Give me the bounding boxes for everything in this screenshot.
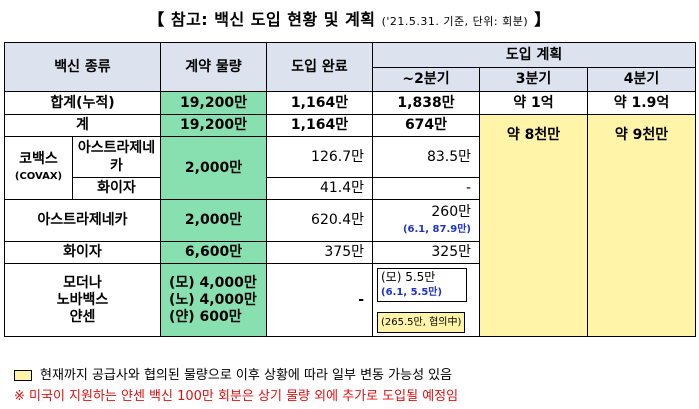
others-contract-moderna: (모) 4,000만 [169, 274, 257, 291]
covax-pfizer-label: 화이자 [72, 177, 161, 200]
row-total-contract: 19,200만 [160, 91, 267, 115]
row-total-q3: 약 1억 [479, 91, 588, 115]
covax-label: 코백스 [19, 151, 58, 167]
header-q4: 4분기 [586, 67, 697, 92]
row-others-q2-cell: (모) 5.5만 (6.1, 5.5만) (265.5만, 협의中) [372, 263, 480, 337]
header-contract: 계약 물량 [160, 42, 267, 92]
row-total-q2: 1,838만 [372, 91, 480, 115]
title-main: 【 참고: 백신 도입 현황 및 계획 [148, 10, 376, 29]
others-q2-main: (모) 5.5만 [381, 270, 436, 284]
row-others-label-cell: 모더나 노바백스 얀센 [4, 263, 161, 337]
title-sub: ('21.5.31. 기준, 단위: 회분) [381, 15, 529, 28]
row-total-introduced: 1,164만 [266, 91, 373, 115]
row-sum-label: 계 [4, 114, 161, 137]
covax-label-cell: 코백스 (COVAX) [4, 136, 73, 200]
row-az-q2-cell: 260만 (6.1, 87.9만) [372, 199, 480, 242]
row-pfizer-label: 화이자 [4, 241, 161, 264]
others-q2-sub: (265.5만, 협의中) [377, 312, 466, 333]
row-total-q4: 약 1.9억 [586, 91, 697, 115]
covax-az-label: 아스트라제네카 [72, 136, 161, 178]
header-introduced: 도입 완료 [266, 42, 373, 92]
header-plan: 도입 계획 [371, 42, 697, 68]
q3-plan: 약 8천만 [479, 114, 588, 337]
others-label-novavax: 노바백스 [56, 291, 109, 308]
covax-contract: 2,000만 [160, 136, 267, 200]
others-contract-janssen: (얀) 600만 [169, 308, 242, 325]
row-az-q2-note: (6.1, 87.9만) [402, 223, 471, 235]
covax-az-q2: 83.5만 [372, 136, 480, 178]
page-title: 【 참고: 백신 도입 현황 및 계획 ('21.5.31. 기준, 단위: 회… [0, 6, 699, 30]
covax-pfizer-introduced: 41.4만 [266, 177, 373, 200]
row-pfizer-q2: 325만 [372, 241, 480, 264]
vaccine-table: 백신 종류 계약 물량 도입 완료 도입 계획 ~2분기 3분기 4분기 합계(… [4, 42, 697, 337]
covax-az-introduced: 126.7만 [266, 136, 373, 178]
covax-sublabel: (COVAX) [14, 171, 63, 182]
footnote: ※ 미국이 지원하는 얀센 백신 100만 회분은 상기 물량 외에 추가로 도… [14, 389, 459, 404]
row-sum-contract: 19,200만 [160, 114, 267, 137]
others-label-janssen: 얀센 [69, 308, 96, 325]
row-az-contract: 2,000만 [160, 199, 267, 242]
q4-plan: 약 9천만 [586, 114, 697, 337]
title-end: 】 [534, 10, 551, 29]
header-q3: 3분기 [479, 67, 588, 92]
others-q2-box: (모) 5.5만 (6.1, 5.5만) [377, 268, 467, 302]
row-az-introduced: 620.4만 [266, 199, 373, 242]
row-az-q2: 260만 [431, 203, 471, 220]
row-total-label: 합계(누적) [4, 91, 161, 115]
row-az-label: 아스트라제네카 [4, 199, 161, 242]
header-q2: ~2분기 [372, 67, 480, 92]
row-pfizer-contract: 6,600만 [160, 241, 267, 264]
header-vaccine-type: 백신 종류 [4, 42, 161, 92]
legend: 현재까지 공급사와 협의된 물량으로 이후 상황에 따라 일부 변동 가능성 있… [14, 364, 452, 383]
row-others-introduced: - [266, 263, 373, 337]
others-q2-note: (6.1, 5.5만) [381, 287, 443, 298]
others-contract-novavax: (노) 4,000만 [169, 291, 257, 308]
legend-yellow-swatch [14, 370, 32, 381]
legend-text: 현재까지 공급사와 협의된 물량으로 이후 상황에 따라 일부 변동 가능성 있… [40, 368, 453, 383]
others-label-moderna: 모더나 [63, 274, 102, 291]
row-sum-introduced: 1,164만 [266, 114, 373, 137]
row-sum-q2: 674만 [372, 114, 480, 137]
covax-pfizer-q2: - [372, 177, 480, 200]
row-others-contract-cell: (모) 4,000만 (노) 4,000만 (얀) 600만 [160, 263, 267, 337]
row-pfizer-introduced: 375만 [266, 241, 373, 264]
